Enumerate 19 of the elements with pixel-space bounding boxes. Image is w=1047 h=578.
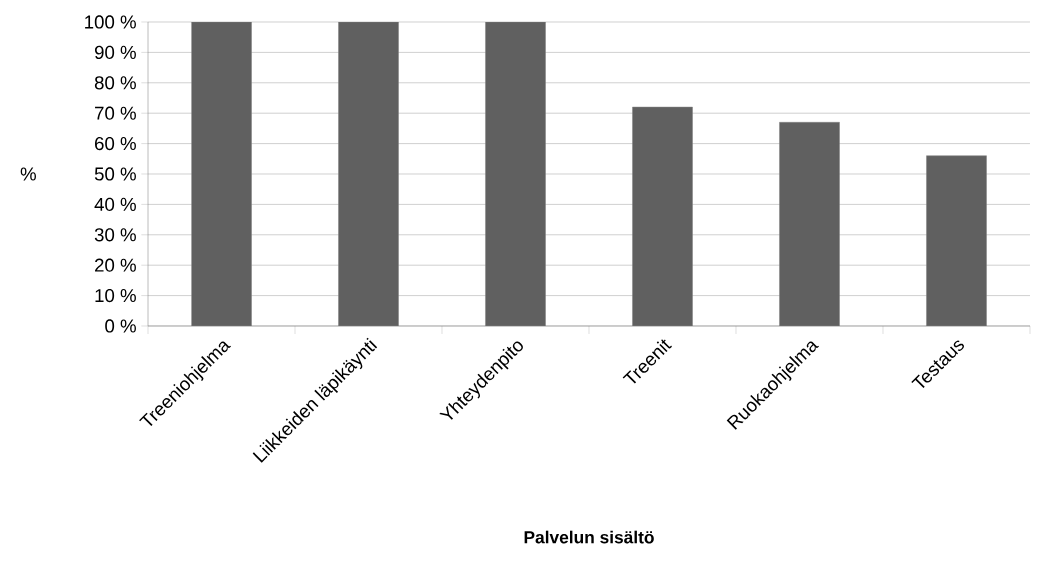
y-tick-label: 60 % bbox=[95, 136, 136, 151]
y-tick-label: 100 % bbox=[85, 15, 136, 29]
y-tick-label: 50 % bbox=[94, 167, 136, 181]
y-tick-label: 70 % bbox=[95, 106, 136, 120]
x-axis-title: Palvelun sisältö bbox=[524, 530, 654, 544]
y-tick-label: 20 % bbox=[95, 258, 136, 272]
y-axis-title: % bbox=[20, 167, 36, 181]
y-tick-label: 0 % bbox=[105, 319, 136, 333]
y-tick-label: 90 % bbox=[94, 45, 136, 60]
y-tick-label: 40 % bbox=[94, 197, 136, 212]
y-tick-label: 10 % bbox=[95, 288, 136, 303]
bar bbox=[926, 155, 987, 326]
bar bbox=[485, 21, 546, 326]
y-tick-label: 30 % bbox=[94, 228, 136, 242]
bar bbox=[338, 21, 399, 326]
bar bbox=[779, 122, 840, 326]
y-tick-label: 80 % bbox=[94, 76, 136, 90]
bar bbox=[191, 21, 252, 326]
bar bbox=[632, 107, 693, 326]
